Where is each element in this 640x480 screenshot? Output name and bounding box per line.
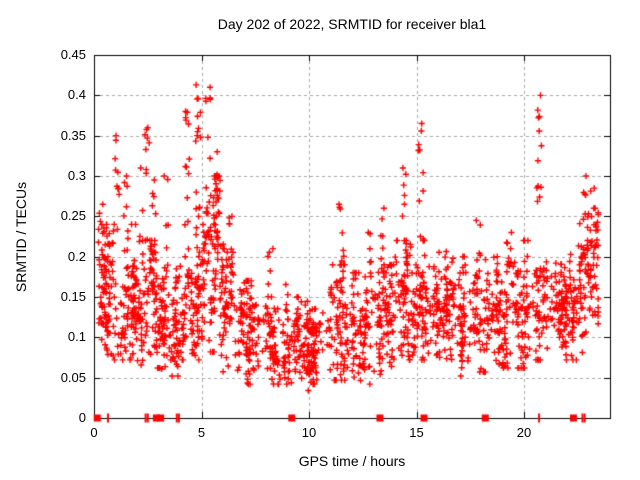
y-tick-label: 0.45 [60,47,86,62]
y-tick-label: 0.05 [60,369,86,385]
y-tick-label: 0 [78,410,86,425]
x-tick-label: 20 [516,425,532,440]
y-tick-label: 0.4 [67,87,86,103]
x-tick-label: 0 [90,425,98,440]
y-tick-label: 0.3 [67,168,86,183]
chart-title: Day 202 of 2022, SRMTID for receiver bla… [217,16,487,32]
y-tick-label: 0.25 [60,208,86,224]
y-tick-label: 0.2 [67,248,86,264]
x-tick-label: 15 [409,425,424,440]
x-axis-label: GPS time / hours [298,453,406,469]
y-tick-label: 0.35 [60,127,86,143]
y-tick-label: 0.15 [60,289,86,304]
y-tick-label: 0.1 [67,329,86,345]
x-tick-label: 10 [301,425,317,440]
y-axis-label: SRMTID / TECUs [13,181,29,293]
x-tick-label: 5 [197,425,206,440]
